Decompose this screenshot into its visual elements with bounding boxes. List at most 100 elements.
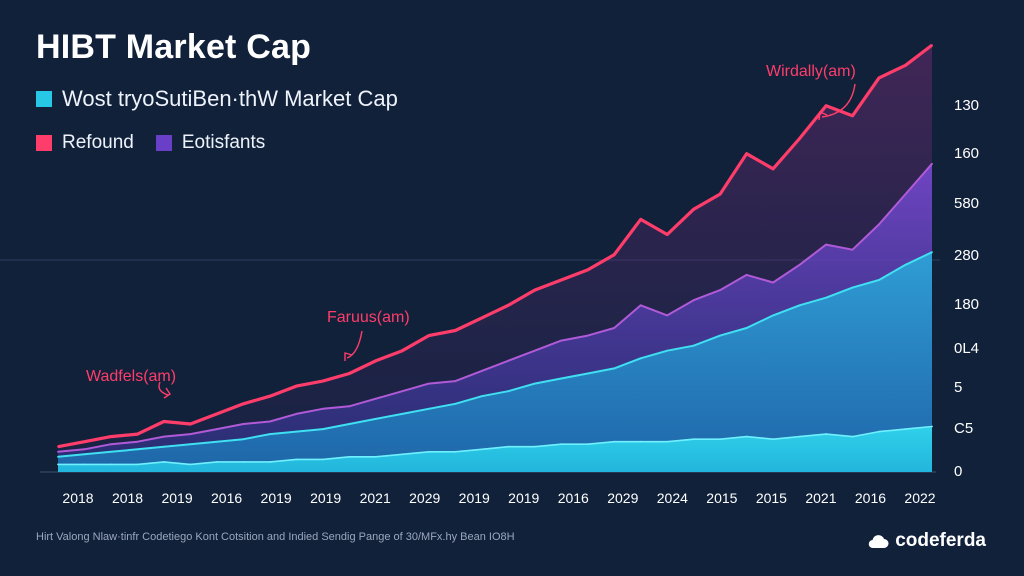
x-tick-label: 2029 bbox=[409, 490, 440, 506]
y-tick-label: 130 bbox=[954, 97, 979, 114]
x-tick-label: 2019 bbox=[261, 490, 292, 506]
x-tick-label: 2015 bbox=[706, 490, 737, 506]
line-market-cap bbox=[57, 251, 933, 458]
x-tick-label: 2029 bbox=[607, 490, 638, 506]
point-refound-21 bbox=[613, 253, 616, 256]
area-market-cap-lower bbox=[58, 426, 932, 472]
line-refound bbox=[57, 43, 933, 449]
point-market-cap-17 bbox=[507, 390, 510, 393]
point-refound-2 bbox=[110, 435, 112, 438]
point-eotisfants-2 bbox=[110, 443, 112, 446]
legend-label-market-cap: Wost tryoSutiBen·thW Market Cap bbox=[62, 86, 398, 111]
y-tick-label: 580 bbox=[954, 195, 979, 212]
point-eotisfants-19 bbox=[560, 339, 563, 342]
point-eotisfants-4 bbox=[163, 435, 165, 438]
point-market-cap-20 bbox=[586, 372, 589, 375]
point-refound-25 bbox=[719, 193, 721, 196]
point-market-cap-18 bbox=[533, 382, 536, 385]
point-market-cap-24 bbox=[692, 344, 695, 347]
point-eotisfants-25 bbox=[719, 289, 721, 291]
point-refound-9 bbox=[295, 385, 298, 387]
point-refound-5 bbox=[189, 423, 192, 425]
point-refound-31 bbox=[878, 77, 880, 79]
point-market-cap-lower-25 bbox=[719, 438, 721, 441]
point-refound-24 bbox=[692, 208, 695, 211]
x-tick-label: 2024 bbox=[657, 490, 688, 506]
point-market-cap-2 bbox=[110, 450, 112, 453]
point-market-cap-5 bbox=[189, 443, 192, 446]
point-market-cap-15 bbox=[454, 402, 457, 405]
point-market-cap-16 bbox=[480, 395, 483, 398]
point-market-cap-lower-2 bbox=[110, 463, 112, 466]
point-refound-15 bbox=[454, 329, 457, 332]
point-eotisfants-0 bbox=[57, 450, 59, 453]
area-market-cap bbox=[58, 252, 932, 472]
point-eotisfants-13 bbox=[401, 390, 404, 393]
point-market-cap-29 bbox=[825, 296, 827, 299]
point-eotisfants-29 bbox=[825, 243, 827, 246]
point-refound-10 bbox=[321, 380, 324, 382]
point-market-cap-14 bbox=[427, 407, 430, 410]
point-eotisfants-20 bbox=[586, 334, 589, 337]
point-refound-0 bbox=[57, 445, 59, 448]
x-tick-label: 2019 bbox=[310, 490, 341, 506]
point-eotisfants-24 bbox=[692, 299, 695, 302]
annotation-arrow bbox=[821, 83, 856, 118]
annotation-arrowhead bbox=[818, 110, 828, 121]
annotation-label: Wirdally(am) bbox=[766, 63, 856, 80]
y-tick-label: 5 bbox=[954, 379, 962, 396]
point-market-cap-lower-26 bbox=[745, 435, 748, 438]
point-market-cap-12 bbox=[374, 418, 377, 420]
point-market-cap-lower-20 bbox=[586, 443, 589, 446]
point-refound-13 bbox=[401, 349, 404, 352]
point-refound-6 bbox=[216, 413, 218, 415]
point-eotisfants-11 bbox=[348, 405, 351, 408]
point-market-cap-33 bbox=[931, 251, 933, 254]
point-refound-19 bbox=[560, 279, 563, 281]
annotation-arrow bbox=[346, 330, 363, 359]
cloud-icon bbox=[868, 535, 889, 549]
point-market-cap-1 bbox=[83, 453, 86, 456]
point-market-cap-lower-15 bbox=[454, 450, 457, 453]
point-eotisfants-8 bbox=[269, 420, 271, 423]
point-market-cap-19 bbox=[560, 377, 563, 380]
point-market-cap-lower-21 bbox=[613, 440, 616, 443]
point-eotisfants-27 bbox=[772, 281, 774, 284]
point-market-cap-28 bbox=[798, 304, 801, 307]
point-refound-29 bbox=[825, 104, 827, 107]
point-market-cap-lower-6 bbox=[216, 461, 218, 463]
point-market-cap-26 bbox=[745, 327, 748, 329]
y-tick-label: 0L4 bbox=[954, 340, 979, 357]
point-refound-32 bbox=[904, 64, 907, 67]
point-market-cap-lower-0 bbox=[57, 463, 59, 466]
legend-swatch-purple bbox=[155, 135, 172, 151]
point-market-cap-lower-19 bbox=[560, 443, 563, 446]
point-market-cap-8 bbox=[269, 433, 271, 435]
point-eotisfants-30 bbox=[851, 248, 854, 251]
point-market-cap-lower-5 bbox=[189, 463, 192, 466]
legend-row-market-cap: Wost tryoSutiBen·thW Market Cap bbox=[36, 86, 420, 112]
point-refound-18 bbox=[533, 289, 536, 291]
point-market-cap-21 bbox=[613, 367, 616, 370]
point-market-cap-lower-11 bbox=[348, 455, 351, 458]
line-market-cap-lower bbox=[58, 425, 933, 466]
point-market-cap-11 bbox=[348, 423, 351, 425]
footer-caption: Hirt Valong Nlaw·tinfr Codetiego Kont Co… bbox=[36, 531, 515, 543]
point-eotisfants-7 bbox=[242, 423, 245, 425]
point-eotisfants-23 bbox=[666, 314, 669, 317]
point-market-cap-6 bbox=[216, 440, 218, 443]
point-market-cap-lower-16 bbox=[480, 448, 483, 451]
point-market-cap-32 bbox=[904, 263, 907, 266]
y-tick-label: 160 bbox=[954, 145, 979, 162]
x-tick-label: 2018 bbox=[62, 490, 93, 506]
point-market-cap-lower-23 bbox=[666, 440, 669, 443]
point-market-cap-lower-12 bbox=[374, 455, 377, 458]
point-market-cap-lower-14 bbox=[427, 450, 430, 453]
point-refound-7 bbox=[242, 402, 245, 405]
point-market-cap-lower-17 bbox=[507, 445, 510, 448]
point-refound-30 bbox=[851, 114, 854, 117]
x-tick-label: 2021 bbox=[360, 490, 391, 506]
point-refound-20 bbox=[586, 269, 589, 271]
point-eotisfants-32 bbox=[904, 193, 907, 196]
